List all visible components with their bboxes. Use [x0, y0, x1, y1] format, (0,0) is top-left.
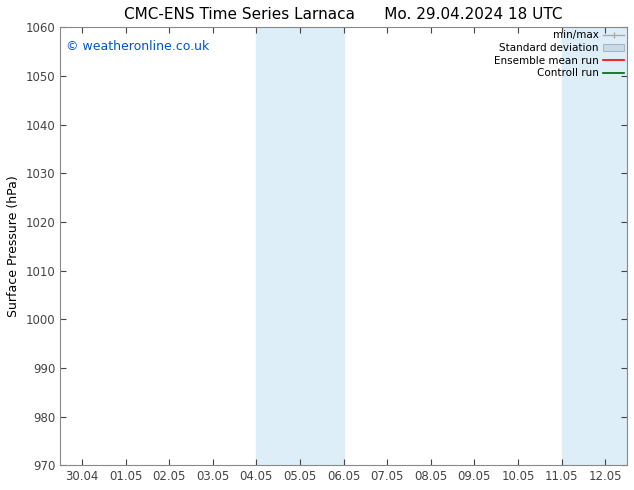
Bar	[605, 27, 627, 465]
Bar	[300, 27, 344, 465]
Y-axis label: Surface Pressure (hPa): Surface Pressure (hPa)	[7, 175, 20, 317]
Legend: min/max, Standard deviation, Ensemble mean run, Controll run: min/max, Standard deviation, Ensemble me…	[494, 30, 624, 78]
Title: CMC-ENS Time Series Larnaca      Mo. 29.04.2024 18 UTC: CMC-ENS Time Series Larnaca Mo. 29.04.20…	[124, 7, 563, 22]
Bar	[256, 27, 300, 465]
Text: © weatheronline.co.uk: © weatheronline.co.uk	[66, 40, 209, 53]
Bar	[562, 27, 605, 465]
